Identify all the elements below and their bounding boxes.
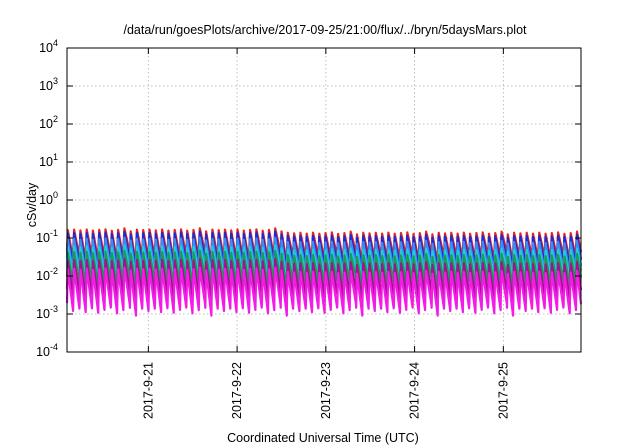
series-lines bbox=[65, 227, 583, 317]
y-tick-label: 10-3 bbox=[36, 304, 58, 321]
x-tick-label: 2017-9-21 bbox=[141, 362, 155, 419]
y-axis-label: cSv/day bbox=[25, 182, 39, 227]
y-axis: 10-4 10-3 10-2 10-1 100 101 102 103 104 bbox=[36, 38, 581, 359]
x-tick-label: 2017-9-22 bbox=[230, 362, 244, 419]
x-tick-label: 2017-9-25 bbox=[496, 362, 510, 419]
x-tick-label: 2017-9-23 bbox=[319, 362, 333, 419]
series-line bbox=[65, 266, 583, 317]
chart-title: /data/run/goesPlots/archive/2017-09-25/2… bbox=[123, 23, 527, 37]
y-tick-label: 104 bbox=[39, 38, 58, 55]
y-tick-label: 100 bbox=[39, 190, 58, 207]
x-axis: 2017-9-21 2017-9-22 2017-9-23 2017-9-24 2017… bbox=[141, 48, 510, 419]
y-tick-label: 101 bbox=[39, 152, 58, 169]
x-tick-label: 2017-9-24 bbox=[408, 362, 422, 419]
x-axis-label: Coordinated Universal Time (UTC) bbox=[227, 431, 419, 445]
y-tick-label: 103 bbox=[39, 76, 58, 93]
y-tick-label: 102 bbox=[39, 114, 58, 131]
y-tick-label: 10-4 bbox=[36, 342, 58, 359]
y-tick-label: 10-2 bbox=[36, 266, 58, 283]
y-tick-label: 10-1 bbox=[36, 228, 58, 245]
